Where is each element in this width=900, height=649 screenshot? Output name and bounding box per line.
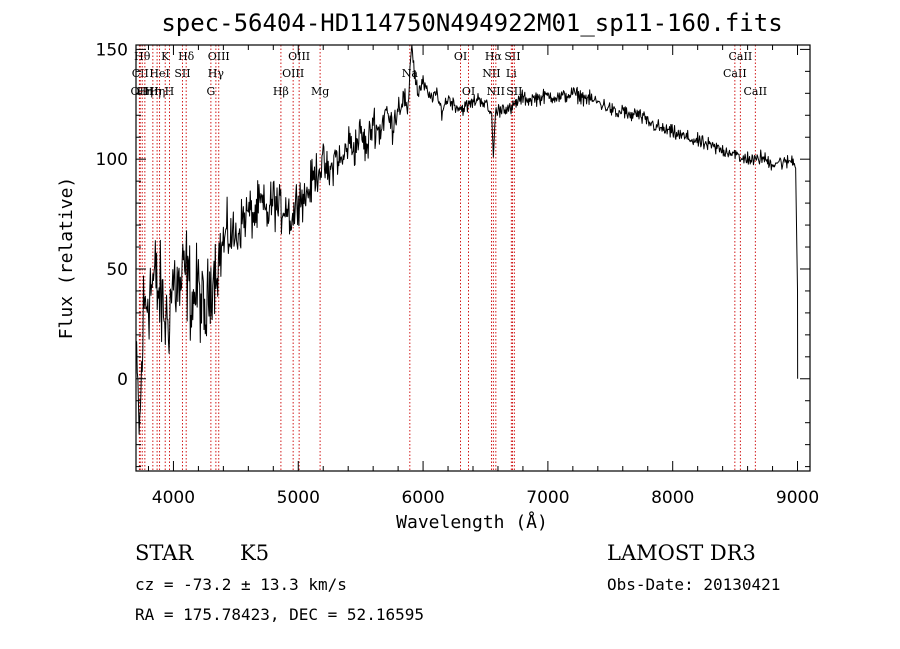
redshift-readout: cz = -73.2 ± 13.3 km/s xyxy=(135,575,347,594)
spectral-line-label: CaII xyxy=(723,67,747,80)
object-subclass: K5 xyxy=(240,541,270,565)
x-tick-label: 4000 xyxy=(152,488,195,508)
x-tick-label: 9000 xyxy=(776,488,819,508)
spectral-line-label: NII xyxy=(487,85,505,98)
spectral-line-label: SII xyxy=(174,67,190,80)
x-tick-label: 8000 xyxy=(651,488,694,508)
spectral-line-label: HeI xyxy=(149,67,169,80)
survey-name: LAMOST DR3 xyxy=(607,541,756,565)
spectral-line-label: Hα xyxy=(485,50,503,63)
spectral-line-label: G xyxy=(206,85,215,98)
spectral-line-label: SII xyxy=(504,50,520,63)
x-tick-label: 6000 xyxy=(401,488,444,508)
spectral-line-label: NII xyxy=(482,67,500,80)
x-axis-label: Wavelength (Å) xyxy=(396,511,548,533)
spectral-line-label: CaII xyxy=(743,85,767,98)
spectral-line-label: Mg xyxy=(311,85,329,98)
chart-title: spec-56404-HD114750N494922M01_sp11-160.f… xyxy=(161,9,782,37)
spectral-line-label: OIII xyxy=(208,50,230,63)
y-tick-label: 50 xyxy=(106,260,128,280)
spectral-line-label: Hγ xyxy=(208,67,225,80)
spectral-line-label: OI xyxy=(462,85,475,98)
spectral-line-label: H xyxy=(165,85,175,98)
object-class: STAR xyxy=(135,541,194,565)
spectral-line-label: Li xyxy=(506,67,517,80)
y-axis-label: Flux (relative) xyxy=(56,177,77,340)
spectral-line-label: OII xyxy=(131,85,149,98)
spectral-line-label: SII xyxy=(506,85,522,98)
y-tick-label: 0 xyxy=(117,370,128,390)
plot-frame xyxy=(135,44,811,472)
spectral-line-markers: OIICIIHθHηHηHηHeIKHSIIHδGHγOIIIHβOIIIOII… xyxy=(131,45,767,471)
y-tick-label: 100 xyxy=(96,150,128,170)
spectral-line-label: OIII xyxy=(282,67,304,80)
spectral-line-label: CaII xyxy=(729,50,753,63)
spectral-line-label: OI xyxy=(454,50,467,63)
flux-series xyxy=(135,44,799,435)
spectral-line-label: CII xyxy=(132,67,149,80)
spectral-line-label: Hθ xyxy=(134,50,151,63)
spectral-line-label: Hη xyxy=(149,85,165,98)
coordinates: RA = 175.78423, DEC = 52.16595 xyxy=(135,605,424,624)
y-tick-label: 150 xyxy=(96,40,128,60)
axis-ticks: 4000 5000 6000 7000 8000 9000 0 50 100 150 xyxy=(96,40,820,508)
spectral-line-label: OIII xyxy=(288,50,310,63)
spectral-line-label: Hδ xyxy=(178,50,195,63)
obs-date: Obs-Date: 20130421 xyxy=(607,575,781,594)
spectral-line-label: Hη xyxy=(137,85,153,98)
x-tick-label: 5000 xyxy=(277,488,320,508)
x-tick-label: 7000 xyxy=(526,488,569,508)
flux-line xyxy=(135,44,799,435)
spectral-line-label: Hβ xyxy=(273,85,289,98)
spectral-line-label: K xyxy=(161,50,170,63)
